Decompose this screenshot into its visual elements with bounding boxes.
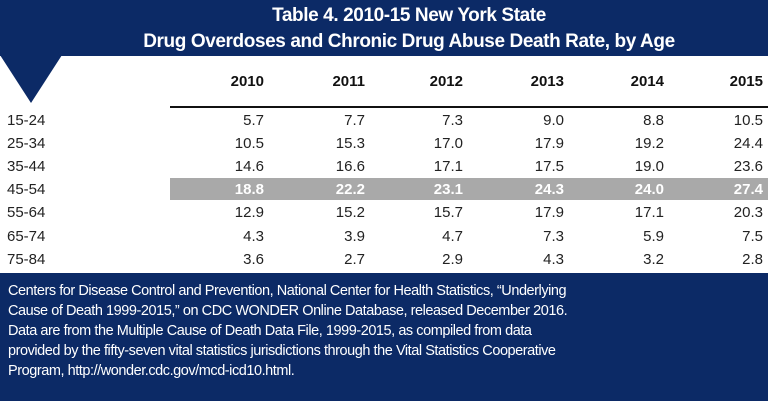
title-banner: Table 4. 2010-15 New York State Drug Ove…: [0, 0, 768, 56]
row-label: 65-74: [7, 228, 46, 245]
table-cell: 4.7: [442, 228, 463, 245]
table-cell: 2.7: [344, 251, 365, 268]
table-cell: 9.0: [543, 112, 564, 129]
table-row: 25-34 10.5 15.3 17.0 17.9 19.2 24.4: [0, 133, 768, 156]
source-line: Cause of Death 1999-2015,” on CDC WONDER…: [8, 303, 568, 319]
table-cell: 24.4: [733, 135, 763, 152]
source-line: Program, http://wonder.cdc.gov/mcd-icd10…: [8, 363, 295, 379]
table-cell: 5.9: [643, 228, 664, 245]
column-header-2011: 2011: [332, 73, 365, 90]
table-row: 75-84 3.6 2.7 2.9 4.3 3.2 2.8: [0, 249, 768, 272]
table-cell: 7.3: [442, 112, 463, 129]
table-cell: 10.5: [234, 135, 264, 152]
table-cell: 19.0: [634, 158, 664, 175]
row-label: 15-24: [7, 112, 46, 129]
table-cell: 19.2: [634, 135, 664, 152]
table-cell: 24.3: [534, 181, 564, 198]
table-cell: 27.4: [733, 181, 763, 198]
table-cell: 23.1: [433, 181, 463, 198]
table-cell: 7.5: [742, 228, 763, 245]
column-header-2015: 2015: [729, 73, 763, 90]
table-cell: 12.9: [234, 204, 264, 221]
table-row: 55-64 12.9 15.2 15.7 17.9 17.1 20.3: [0, 202, 768, 225]
table-cell: 22.2: [335, 181, 365, 198]
column-header-2010: 2010: [230, 73, 264, 90]
row-label: 45-54: [7, 181, 46, 198]
table-title-line-1: Table 4. 2010-15 New York State: [272, 5, 546, 26]
table-cell: 17.1: [634, 204, 664, 221]
table-cell: 2.9: [442, 251, 463, 268]
table-cell: 17.9: [534, 135, 564, 152]
table-cell: 5.7: [243, 112, 264, 129]
table-cell: 17.0: [433, 135, 463, 152]
table-cell: 16.6: [335, 158, 365, 175]
table-cell: 17.9: [534, 204, 564, 221]
table-cell: 4.3: [243, 228, 264, 245]
table-cell: 7.3: [543, 228, 564, 245]
table-cell: 14.6: [234, 158, 264, 175]
row-label: 35-44: [7, 158, 46, 175]
table-cell: 3.2: [643, 251, 664, 268]
table-cell: 4.3: [543, 251, 564, 268]
row-label: 55-64: [7, 204, 46, 221]
source-line: Centers for Disease Control and Preventi…: [8, 283, 567, 299]
highlighted-row-background: [170, 178, 768, 200]
table-row: 65-74 4.3 3.9 4.7 7.3 5.9 7.5: [0, 226, 768, 249]
table-cell: 3.6: [243, 251, 264, 268]
row-label: 25-34: [7, 135, 46, 152]
source-line: provided by the fifty-seven vital statis…: [8, 343, 556, 359]
table-cell: 7.7: [344, 112, 365, 129]
table-cell: 20.3: [733, 204, 763, 221]
banner-pointer-triangle: [0, 55, 62, 103]
row-label: 75-84: [7, 251, 46, 268]
table-cell: 2.8: [742, 251, 763, 268]
table-cell: 3.9: [344, 228, 365, 245]
source-note: Centers for Disease Control and Preventi…: [0, 273, 768, 401]
column-header-2013: 2013: [530, 73, 564, 90]
table-title-line-2: Drug Overdoses and Chronic Drug Abuse De…: [143, 31, 675, 52]
table-cell: 23.6: [733, 158, 763, 175]
table-cell: 8.8: [643, 112, 664, 129]
table-cell: 18.8: [234, 181, 264, 198]
table-row: 35-44 14.6 16.6 17.1 17.5 19.0 23.6: [0, 156, 768, 179]
header-rule: [170, 106, 768, 108]
column-header-2012: 2012: [429, 73, 463, 90]
table-row: 15-24 5.7 7.7 7.3 9.0 8.8 10.5: [0, 110, 768, 133]
table-cell: 17.5: [534, 158, 564, 175]
table-cell: 15.3: [335, 135, 365, 152]
source-line: Data are from the Multiple Cause of Deat…: [8, 323, 532, 339]
table-cell: 15.7: [433, 204, 463, 221]
column-header-2014: 2014: [630, 73, 664, 90]
table-cell: 10.5: [733, 112, 763, 129]
table-cell: 17.1: [433, 158, 463, 175]
table-cell: 15.2: [335, 204, 365, 221]
table-row: 45-54 18.8 22.2 23.1 24.3 24.0 27.4: [0, 179, 768, 202]
table-cell: 24.0: [634, 181, 664, 198]
